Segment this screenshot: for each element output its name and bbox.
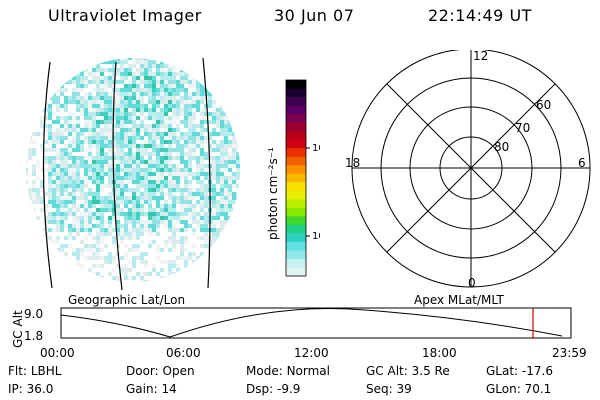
colorbar-band	[286, 139, 306, 149]
colorbar-band	[286, 207, 306, 217]
colorbar-band	[286, 182, 306, 192]
colorbar-band	[286, 80, 306, 90]
xtick-0600: 06:00	[166, 346, 201, 360]
instrument-title: Ultraviolet Imager	[48, 6, 202, 25]
status-door: Door: Open	[126, 364, 195, 378]
mlat-label-60: 60	[536, 98, 551, 112]
altitude-curve	[60, 308, 563, 338]
status-mode: Mode: Normal	[246, 364, 330, 378]
status-gc-alt: GC Alt: 3.5 Re	[366, 364, 450, 378]
observation-time: 22:14:49 UT	[428, 6, 532, 25]
earth-disc-image	[26, 58, 240, 282]
apex-label: Apex MLat/MLT	[414, 293, 504, 307]
colorbar-band	[286, 216, 306, 226]
observation-date: 30 Jun 07	[274, 6, 355, 25]
colorbar-band	[286, 88, 306, 98]
colorbar-band	[286, 156, 306, 166]
colorbar-band	[286, 97, 306, 107]
colorbar-band	[286, 105, 306, 115]
xtick-0000: 00:00	[40, 346, 75, 360]
colorbar-band	[286, 173, 306, 183]
mlat-label-70: 70	[515, 121, 530, 135]
mlt-label-6: 6	[578, 156, 586, 170]
colorbar-band	[286, 122, 306, 132]
geographic-label: Geographic Lat/Lon	[68, 293, 185, 307]
altitude-timeline: Geographic Lat/Lon Apex MLat/MLT GC Alt …	[11, 293, 587, 360]
status-seq: Seq: 39	[366, 382, 412, 396]
status-dsp: Dsp: -9.9	[246, 382, 301, 396]
status-gain: Gain: 14	[126, 382, 177, 396]
colorbar-band	[286, 148, 306, 158]
xtick-1200: 12:00	[294, 346, 329, 360]
colorbar-band	[286, 250, 306, 260]
colorbar-band	[286, 224, 306, 234]
polar-grid: 12 18 6 0 60 70 80	[345, 50, 591, 290]
timeline-ylabel: GC Alt	[11, 310, 25, 348]
xtick-2359: 23:59	[552, 346, 587, 360]
colorbar-frame	[285, 79, 307, 277]
mlt-label-0: 0	[468, 276, 476, 290]
colorbar-band	[286, 233, 306, 243]
mlat-label-80: 80	[494, 140, 509, 154]
colorbar-band	[286, 114, 306, 124]
mlt-label-12: 12	[473, 50, 488, 63]
status-glon: GLon: 70.1	[486, 382, 552, 396]
longitude-lines	[42, 57, 211, 291]
colorbar-band	[286, 258, 306, 269]
colorbar-label: photon cm⁻²s⁻¹	[266, 147, 280, 240]
status-filter: Flt: LBHL	[8, 364, 62, 378]
timeline-frame	[60, 307, 572, 339]
status-glat: GLat: -17.6	[486, 364, 553, 378]
colorbar-tick-10: 10	[312, 231, 320, 242]
colorbar-band	[286, 267, 306, 277]
colorbar: 100 10 photon cm⁻²s⁻¹	[266, 79, 320, 277]
xtick-1800: 18:00	[422, 346, 457, 360]
colorbar-band	[286, 165, 306, 175]
colorbar-band	[286, 190, 306, 200]
status-ip: IP: 36.0	[8, 382, 54, 396]
colorbar-tick-100: 100	[312, 143, 320, 154]
mlt-label-18: 18	[345, 156, 360, 170]
colorbar-band	[286, 241, 306, 252]
ytick-1-8: 1.8	[24, 329, 43, 343]
ytick-9: 9.0	[24, 307, 43, 321]
colorbar-band	[286, 199, 306, 209]
colorbar-band	[286, 131, 306, 141]
